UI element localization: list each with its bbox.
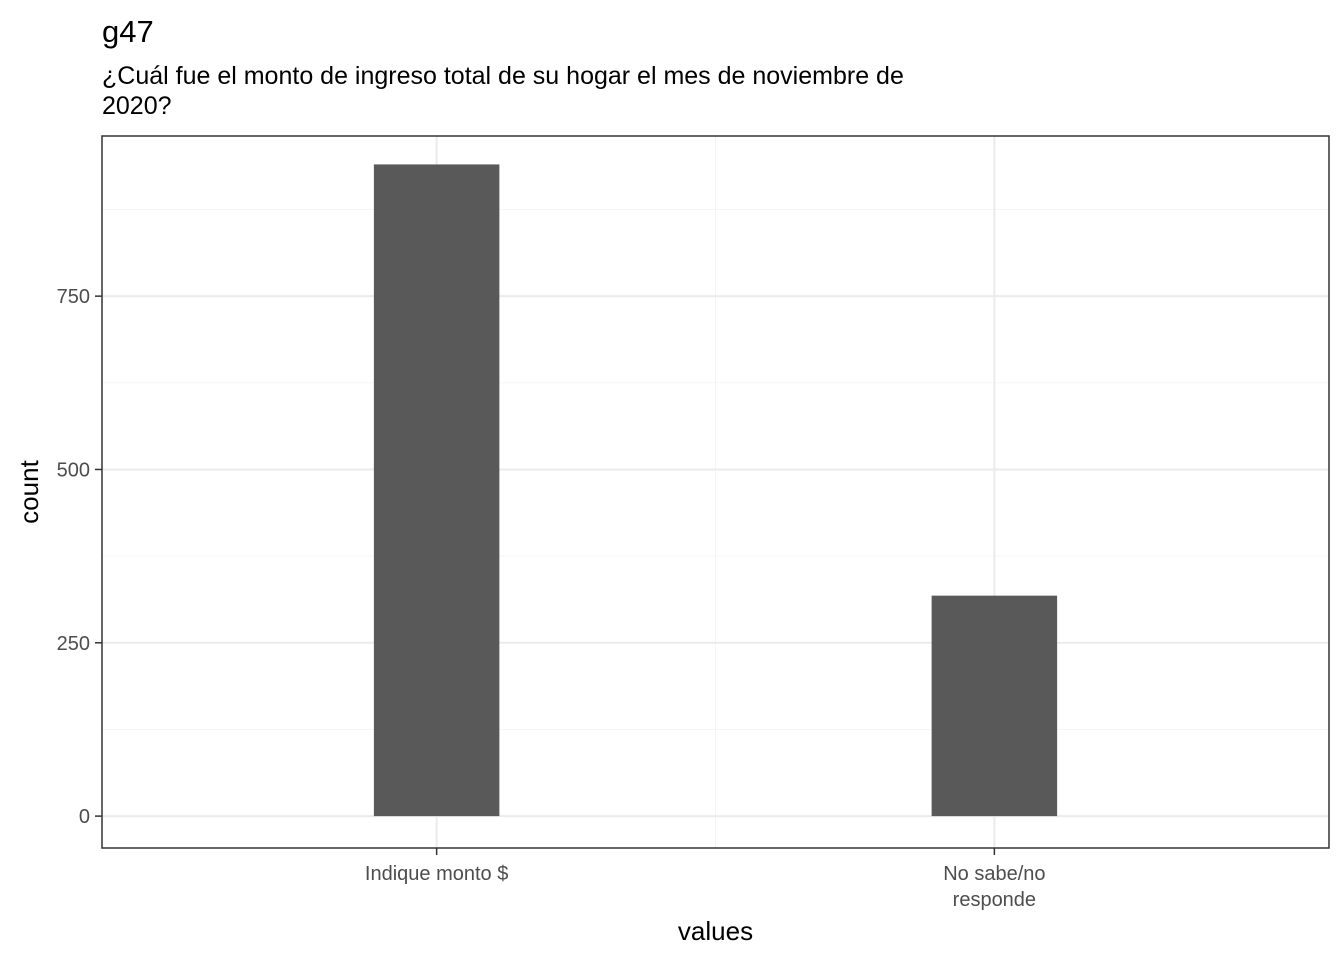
x-tick-label-line: Indique monto $: [365, 863, 508, 885]
bar: [931, 595, 1058, 817]
x-axis-title: values: [678, 916, 753, 946]
y-axis-title: count: [14, 459, 44, 523]
chart-title: g47: [102, 14, 154, 49]
y-tick-label: 0: [79, 806, 90, 828]
chart-subtitle-line: ¿Cuál fue el monto de ingreso total de s…: [102, 62, 904, 90]
y-tick-label: 500: [57, 459, 90, 481]
x-tick-label: No sabe/no responde: [943, 863, 1045, 911]
y-tick-label: 250: [57, 633, 90, 655]
x-tick-label-line: No sabe/no: [943, 863, 1045, 885]
bar: [373, 164, 500, 817]
y-tick-label: 750: [57, 286, 90, 308]
chart-subtitle-line: 2020?: [102, 92, 172, 120]
panel-border: [101, 135, 1330, 849]
x-tick-label: Indique monto $: [365, 863, 508, 885]
x-tick-label-line: responde: [953, 889, 1036, 911]
